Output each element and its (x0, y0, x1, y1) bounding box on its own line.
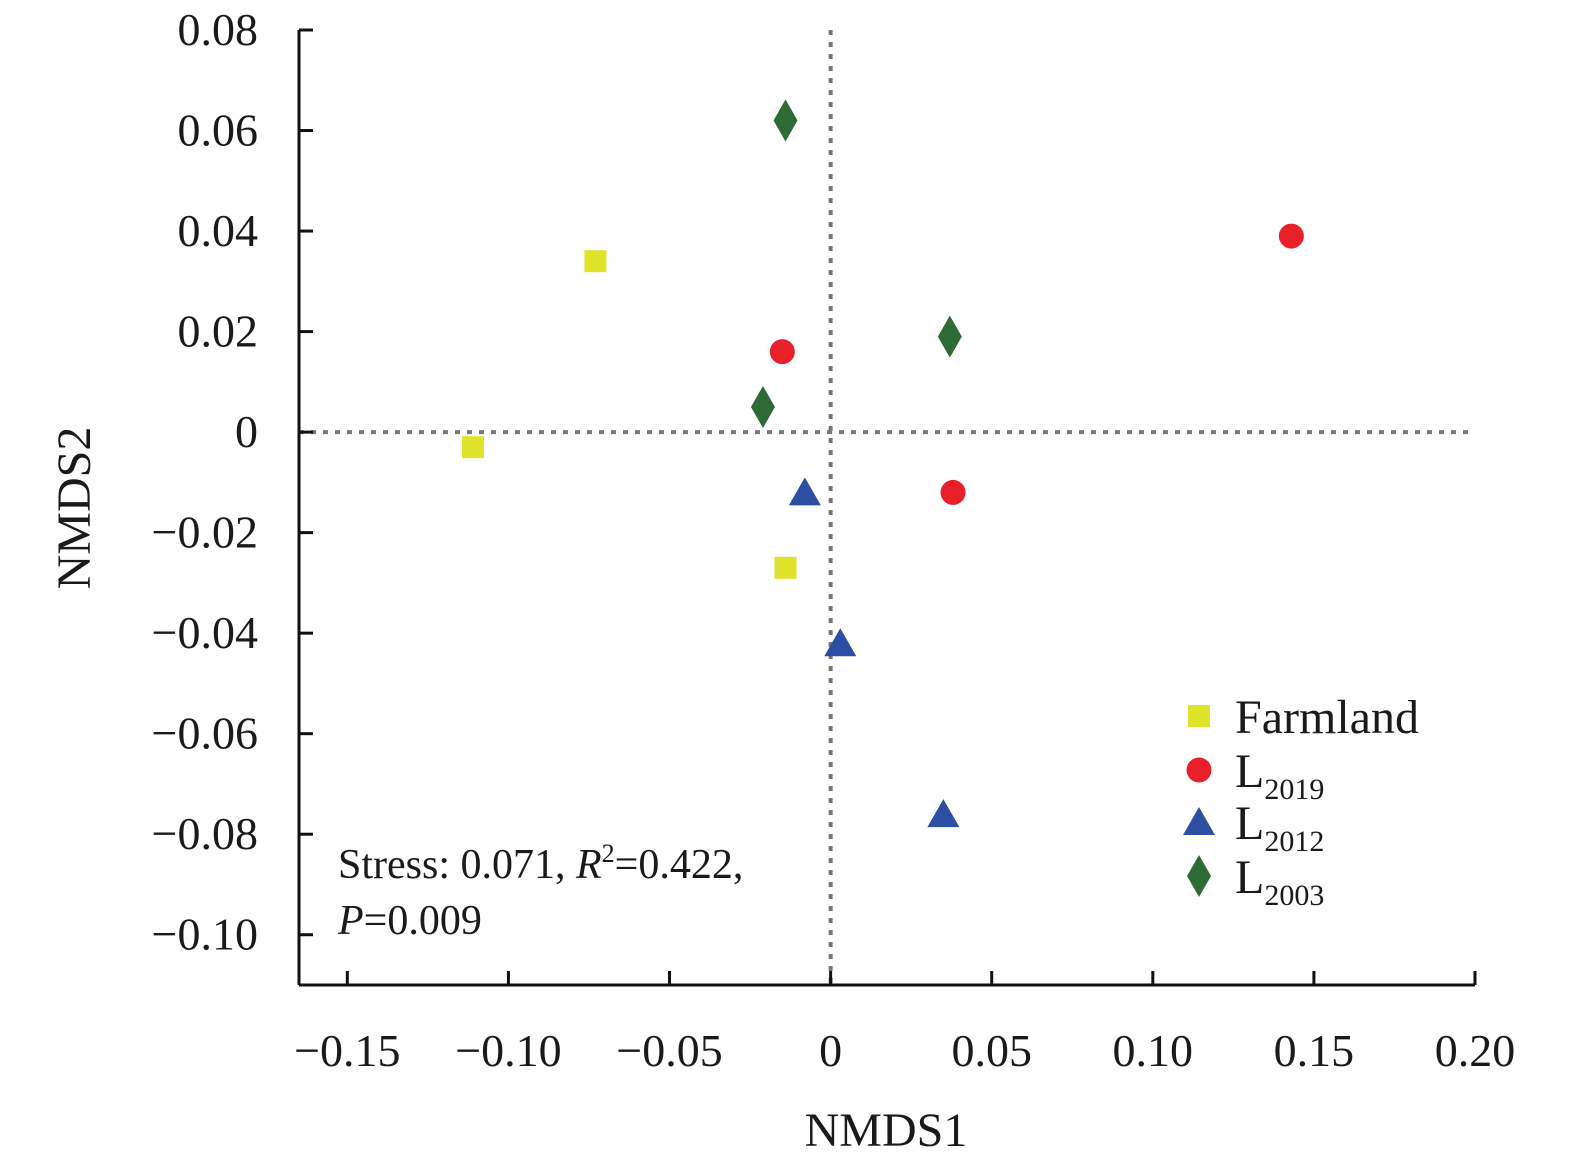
stats-line-1: Stress: 0.071, R2=0.422, (338, 839, 743, 888)
x-tick-label: −0.05 (616, 1025, 722, 1076)
legend-label: L2012 (1235, 797, 1324, 858)
legend-marker-circle (1186, 757, 1212, 783)
legend-marker-square (1188, 705, 1210, 727)
data-point-square (774, 556, 797, 579)
data-point-square (461, 436, 484, 459)
y-tick-label: 0.08 (178, 4, 259, 55)
data-point-circle (940, 479, 966, 505)
reference-lines (299, 30, 1475, 985)
legend-label: L2003 (1235, 851, 1324, 912)
y-tick-label: −0.02 (152, 507, 258, 558)
y-tick-label: 0 (235, 406, 258, 457)
x-axis-ticks: −0.15 −0.10 −0.05 0 0.05 0.10 0.15 0.20 (294, 971, 1515, 1076)
y-tick-label: 0.04 (178, 205, 259, 256)
y-tick-label: −0.04 (152, 607, 258, 658)
legend-marker-triangle (1183, 807, 1215, 835)
axes (297, 30, 1475, 987)
y-tick-label: 0.06 (178, 105, 259, 156)
y-axis-title: NMDS2 (48, 427, 101, 590)
x-tick-label: 0 (819, 1025, 842, 1076)
y-tick-label: −0.10 (152, 909, 258, 960)
x-tick-label: 0.15 (1274, 1025, 1355, 1076)
x-tick-label: −0.15 (294, 1025, 400, 1076)
data-point-diamond (773, 99, 798, 142)
data-point-square (584, 250, 607, 273)
x-tick-label: 0.05 (951, 1025, 1032, 1076)
y-axis-ticks: 0.08 0.06 0.04 0.02 0 −0.02 −0.04 −0.06 −0.08 −0.… (152, 4, 313, 960)
stats-annotation: Stress: 0.071, R2=0.422, P=0.009 (337, 839, 743, 944)
x-axis-title: NMDS1 (805, 1104, 968, 1157)
data-point-triangle (824, 628, 857, 657)
x-tick-label: 0.20 (1435, 1025, 1516, 1076)
data-point-triangle (927, 799, 960, 828)
data-point-circle (769, 339, 795, 365)
y-tick-label: 0.02 (178, 306, 259, 357)
x-tick-label: −0.10 (455, 1025, 561, 1076)
data-point-diamond (750, 385, 775, 428)
y-tick-label: −0.06 (152, 708, 258, 759)
data-point-circle (1278, 223, 1304, 249)
x-tick-label: 0.10 (1113, 1025, 1194, 1076)
stats-line-2: P=0.009 (337, 898, 482, 944)
data-point-triangle (788, 477, 821, 506)
data-points (461, 99, 1304, 828)
data-point-diamond (937, 315, 962, 358)
y-tick-label: −0.08 (152, 808, 258, 859)
legend-label: L2019 (1235, 745, 1324, 806)
legend-label: Farmland (1235, 691, 1419, 744)
legend-marker-diamond (1187, 855, 1211, 897)
